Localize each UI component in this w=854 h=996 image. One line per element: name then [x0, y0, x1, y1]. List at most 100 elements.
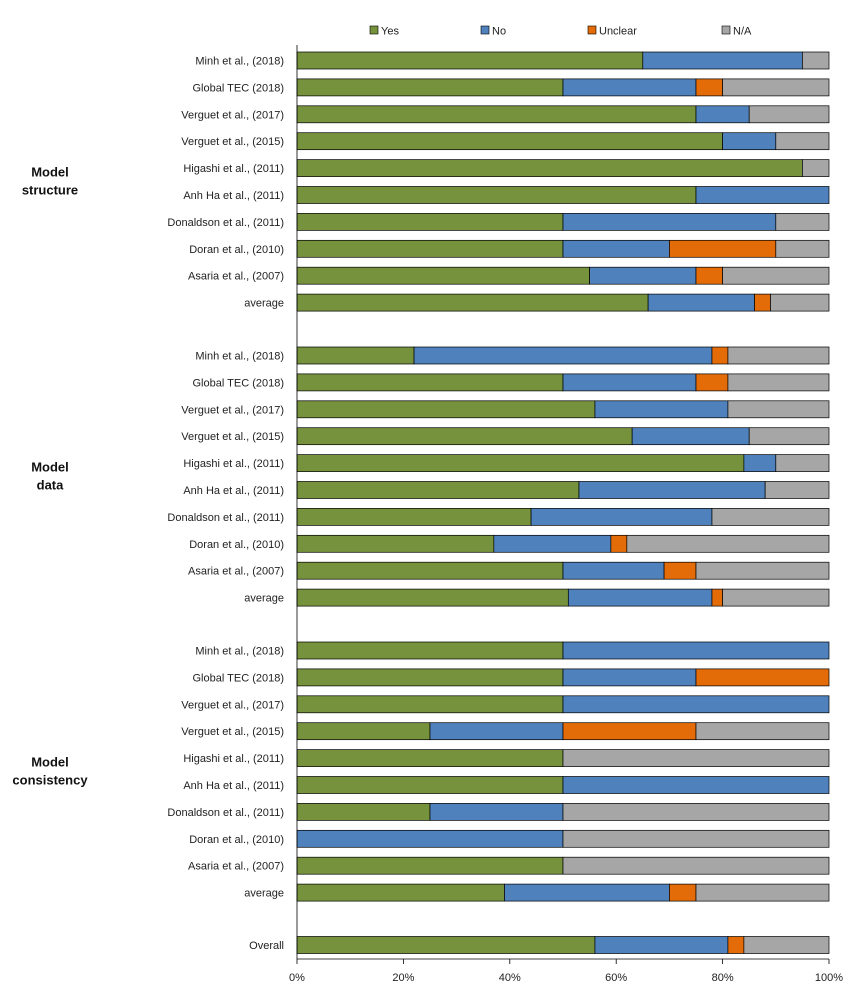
category-label: Donaldson et al., (2011) — [167, 807, 284, 819]
bar-segment-no — [413, 346, 713, 365]
bar-segment-n-a — [802, 159, 830, 177]
group-label-line1: Model — [31, 755, 69, 770]
category-label: Verguet et al., (2017) — [181, 109, 284, 121]
category-label: Anh Ha et al., (2011) — [183, 190, 284, 202]
bar-segment-yes — [296, 641, 564, 660]
category-label: Doran et al., (2010) — [189, 539, 284, 551]
legend-swatch-yes — [369, 25, 379, 35]
bar-segment-unclear — [695, 668, 830, 687]
bar-segment-yes — [296, 373, 564, 392]
category-label: Asaria et al., (2007) — [188, 861, 284, 873]
bar-segment-yes — [296, 266, 590, 285]
bar-segment-yes — [296, 400, 596, 419]
bar-segment-no — [562, 668, 697, 687]
bar-segment-yes — [296, 78, 564, 97]
bar-segment-no — [695, 186, 830, 204]
category-label: Anh Ha et al., (2011) — [183, 485, 284, 497]
category-label: Minh et al., (2018) — [195, 56, 284, 68]
bar-segment-yes — [296, 588, 569, 607]
legend-swatch-unclear — [587, 25, 597, 35]
bar-segment-n-a — [695, 722, 830, 741]
bar-segment-n-a — [775, 213, 830, 231]
bar-segment-n-a — [695, 883, 830, 902]
bar-segment-no — [493, 534, 612, 553]
bar-segment-no — [562, 78, 697, 97]
bar-segment-yes — [296, 239, 564, 258]
bar-segment-no — [589, 266, 697, 285]
bar-segment-unclear — [610, 534, 628, 553]
category-label: Higashi et al., (2011) — [183, 458, 284, 470]
legend-swatch-n-a — [721, 25, 731, 35]
x-tick-label: 80% — [712, 972, 734, 984]
bar-segment-no — [530, 508, 713, 526]
bar-segment-n-a — [802, 51, 830, 70]
bar-segment-n-a — [711, 508, 830, 526]
bar-segment-yes — [296, 454, 745, 472]
bar-segment-n-a — [743, 936, 830, 954]
category-label: Verguet et al., (2017) — [181, 404, 284, 416]
x-tick-label: 20% — [392, 972, 414, 984]
bar-segment-yes — [296, 856, 564, 875]
bar-segment-no — [642, 51, 803, 70]
bar-segment-yes — [296, 105, 697, 124]
category-label: Asaria et al., (2007) — [188, 566, 284, 578]
bar-segment-no — [743, 454, 777, 472]
category-label: Minh et al., (2018) — [195, 646, 284, 658]
bar-segment-n-a — [748, 427, 830, 446]
bar-segment-yes — [296, 132, 723, 151]
category-label: Doran et al., (2010) — [189, 834, 284, 846]
bar-segment-yes — [296, 803, 431, 821]
bar-segment-no — [429, 722, 564, 741]
bar-segment-n-a — [764, 481, 830, 499]
bar-segment-unclear — [663, 561, 697, 580]
bar-segment-yes — [296, 776, 564, 794]
bar-segment-n-a — [722, 78, 830, 97]
bar-segment-no — [296, 829, 564, 848]
bar-segment-no — [722, 132, 777, 151]
bar-segment-unclear — [727, 936, 745, 954]
bar-segment-yes — [296, 561, 564, 580]
category-label: average — [244, 593, 284, 605]
category-label: Asaria et al., (2007) — [188, 271, 284, 283]
group-label-line2: structure — [22, 183, 78, 198]
bar-segment-unclear — [711, 588, 723, 607]
category-label: Verguet et al., (2015) — [181, 136, 284, 148]
bar-segment-no — [562, 695, 830, 714]
bar-segment-unclear — [562, 722, 697, 741]
bar-segment-n-a — [727, 346, 830, 365]
category-label: Global TEC (2018) — [192, 672, 284, 684]
category-label: Overall — [249, 940, 284, 952]
legend-label-no: No — [492, 26, 506, 38]
bar-segment-unclear — [669, 239, 777, 258]
bar-segment-no — [562, 776, 830, 794]
bar-segment-yes — [296, 722, 431, 741]
bar-segment-n-a — [722, 588, 830, 607]
category-label: Verguet et al., (2017) — [181, 699, 284, 711]
legend: Yes No Unclear N/A — [369, 25, 752, 38]
category-label: Donaldson et al., (2011) — [167, 512, 284, 524]
legend-swatch-no — [480, 25, 490, 35]
bar-segment-n-a — [722, 266, 830, 285]
x-tick-label: 100% — [815, 972, 843, 984]
bar-segment-unclear — [695, 373, 729, 392]
category-label: Verguet et al., (2015) — [181, 726, 284, 738]
bar-segment-n-a — [626, 534, 830, 553]
category-label: Minh et al., (2018) — [195, 351, 284, 363]
bar-segment-yes — [296, 668, 564, 687]
x-tick-label: 40% — [499, 972, 521, 984]
bar-segment-unclear — [695, 266, 723, 285]
bar-segment-no — [562, 561, 665, 580]
bar-segment-yes — [296, 695, 564, 714]
bar-segment-n-a — [775, 239, 830, 258]
bar-segment-yes — [296, 346, 415, 365]
category-label: Higashi et al., (2011) — [183, 163, 284, 175]
bar-segment-yes — [296, 159, 803, 177]
bar-segment-n-a — [748, 105, 830, 124]
legend-label-yes: Yes — [381, 26, 399, 38]
bar-segment-no — [594, 400, 729, 419]
bar-segment-no — [695, 105, 750, 124]
bar-segment-n-a — [770, 293, 830, 312]
bar-segment-yes — [296, 936, 596, 954]
category-label: Anh Ha et al., (2011) — [183, 780, 284, 792]
